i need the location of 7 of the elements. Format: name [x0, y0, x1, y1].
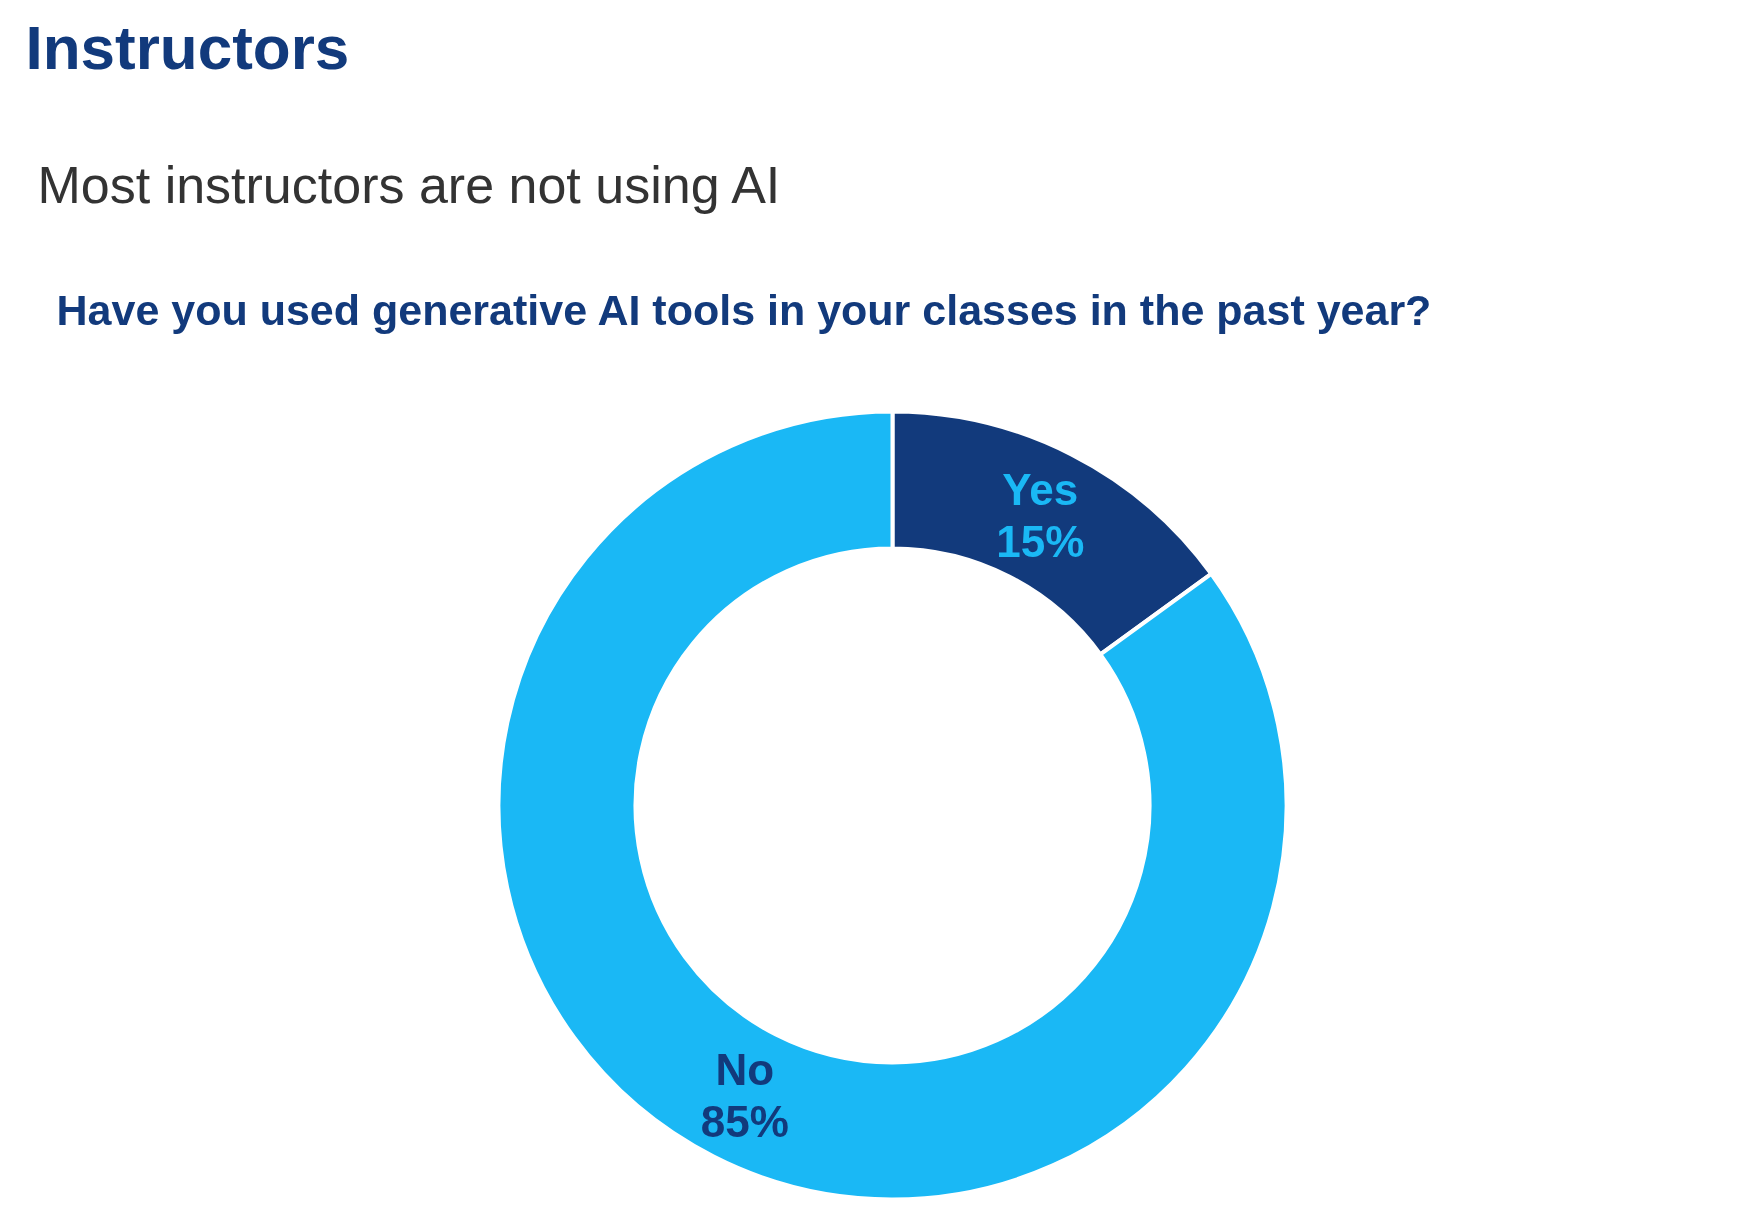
chart-subtitle: Most instructors are not using AI	[37, 155, 781, 214]
data-label: 85%	[700, 1097, 789, 1147]
slice-label: No	[715, 1045, 775, 1095]
chart-title: Instructors	[25, 12, 350, 82]
data-label: 15%	[996, 516, 1085, 566]
slice-label: Yes	[1002, 464, 1079, 514]
text: Have you used generative AI tools in your classes in the past year?	[56, 285, 1432, 334]
